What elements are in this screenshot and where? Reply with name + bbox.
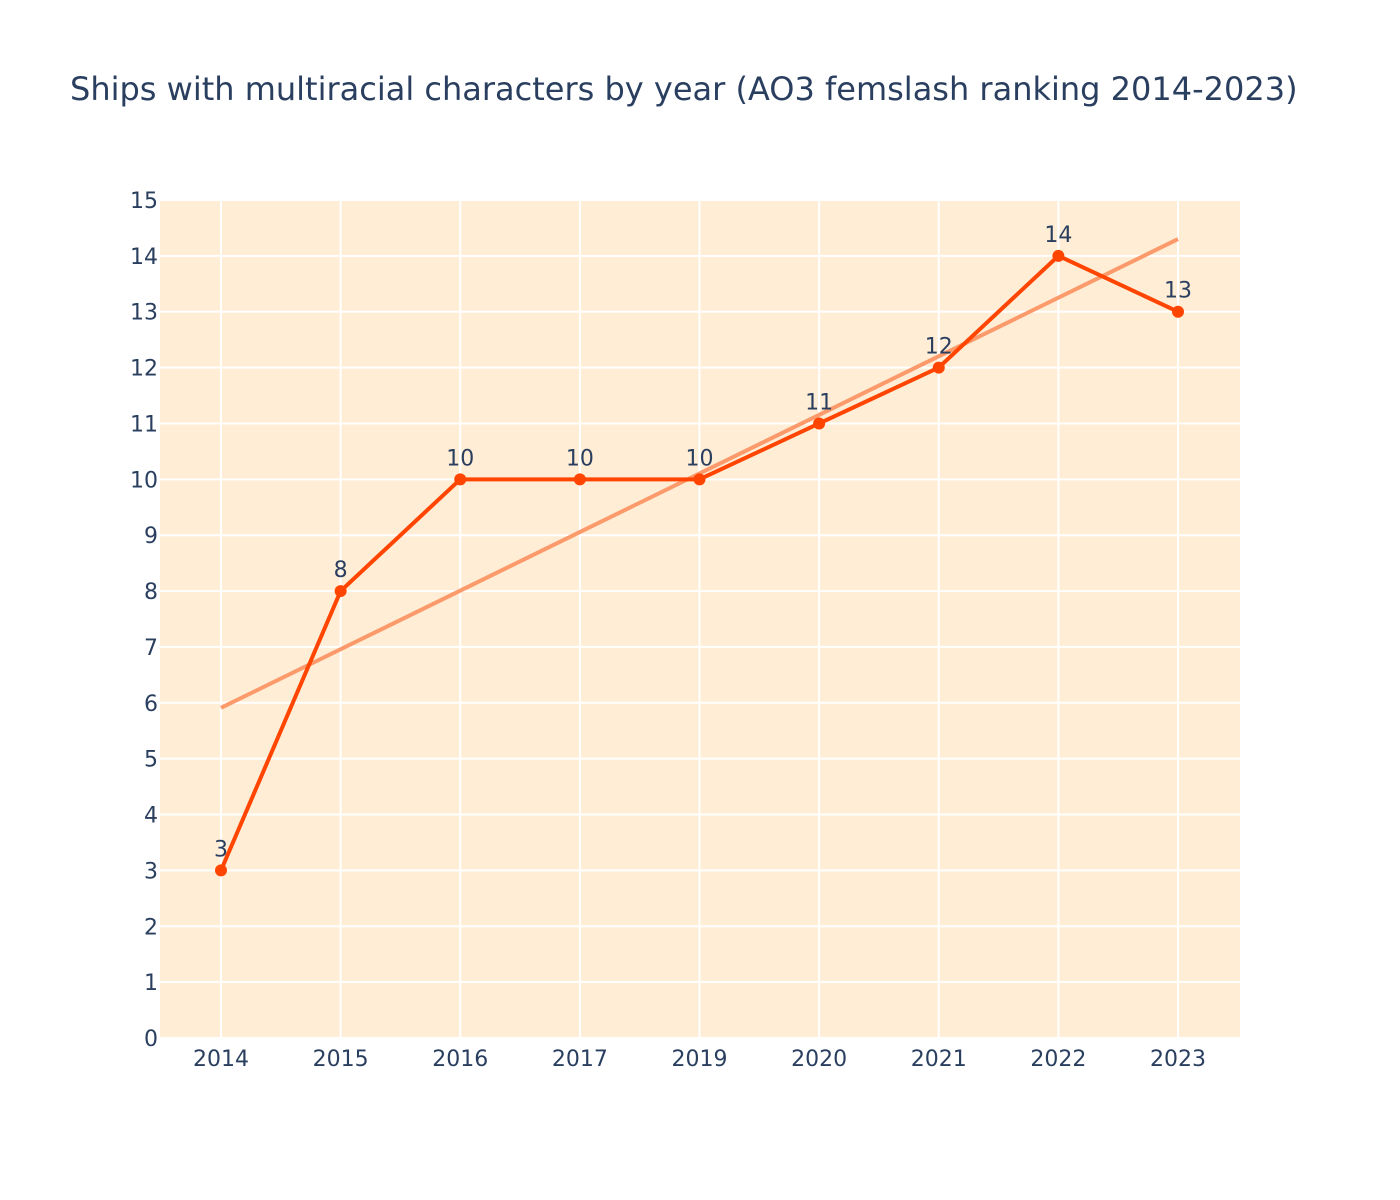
- data-label: 11: [805, 390, 833, 415]
- x-axis: 2014 2015 2016 2017 2019 2020 2021 2022 2023: [193, 1047, 1206, 1072]
- data-point: [693, 473, 706, 486]
- x-tick-label: 2022: [1030, 1047, 1086, 1072]
- y-tick-label: 13: [130, 301, 158, 326]
- y-tick-label: 0: [144, 1027, 158, 1052]
- y-tick-label: 3: [144, 859, 158, 884]
- x-tick-label: 2019: [672, 1047, 728, 1072]
- data-point: [1052, 249, 1065, 262]
- data-label: 8: [334, 558, 348, 583]
- data-label: 10: [566, 446, 594, 471]
- y-tick-label: 11: [130, 412, 158, 437]
- x-tick-label: 2023: [1150, 1047, 1206, 1072]
- y-tick-label: 12: [130, 357, 158, 382]
- x-tick-label: 2014: [193, 1047, 249, 1072]
- data-label: 12: [925, 335, 953, 360]
- data-point: [1172, 305, 1184, 318]
- y-tick-label: 10: [130, 468, 158, 493]
- data-point: [932, 361, 945, 374]
- data-label: 10: [686, 446, 714, 471]
- data-label: 10: [446, 446, 474, 471]
- x-tick-label: 2015: [313, 1047, 369, 1072]
- data-label: 13: [1164, 279, 1192, 304]
- x-tick-label: 2020: [791, 1047, 847, 1072]
- y-tick-label: 9: [144, 524, 158, 549]
- y-tick-label: 1: [144, 971, 158, 996]
- x-tick-label: 2021: [911, 1047, 967, 1072]
- data-point: [813, 417, 826, 430]
- chart-title: Ships with multiracial characters by yea…: [70, 70, 1298, 108]
- y-tick-label: 7: [144, 636, 158, 661]
- y-tick-label: 8: [144, 580, 158, 605]
- y-tick-label: 2: [144, 915, 158, 940]
- data-labels: 3 8 10 10 10 11 12 14 13: [214, 223, 1192, 863]
- y-tick-label: 5: [144, 748, 158, 773]
- x-tick-label: 2017: [552, 1047, 608, 1072]
- series-layer: [215, 249, 1184, 877]
- y-tick-label: 6: [144, 692, 158, 717]
- data-point: [334, 585, 347, 598]
- x-tick-label: 2016: [432, 1047, 488, 1072]
- data-label: 14: [1044, 223, 1072, 248]
- data-point: [215, 864, 227, 877]
- y-tick-label: 15: [130, 189, 158, 214]
- y-tick-label: 14: [130, 245, 158, 270]
- data-point: [454, 473, 467, 486]
- y-tick-label: 4: [144, 804, 158, 829]
- data-label: 3: [214, 837, 228, 862]
- data-point: [573, 473, 586, 486]
